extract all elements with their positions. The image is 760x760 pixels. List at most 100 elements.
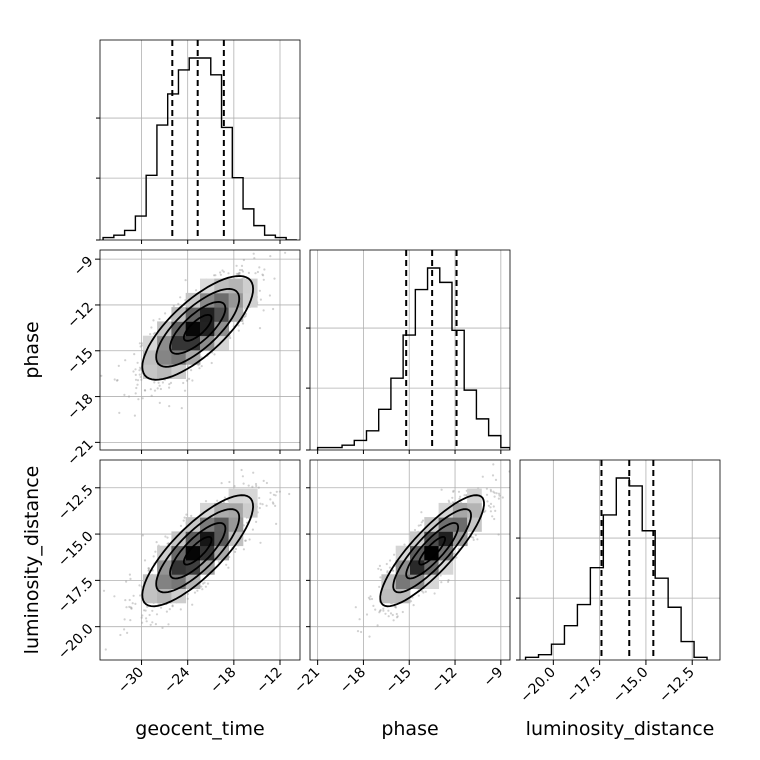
density-cell [142, 364, 158, 379]
scatter-point [498, 494, 501, 497]
scatter-point [489, 488, 492, 491]
scatter-point [257, 486, 260, 489]
contour-level-2 [169, 300, 227, 355]
scatter-point [392, 619, 395, 622]
scatter-point [238, 273, 241, 276]
density-cell [171, 560, 187, 575]
x-tick-label: −18 [207, 664, 239, 696]
scatter-point [392, 569, 395, 572]
scatter-point [368, 598, 371, 601]
scatter-point [159, 387, 162, 391]
scatter-point [489, 510, 492, 513]
contour-level-1 [418, 536, 446, 566]
scatter-point [150, 394, 153, 397]
density-cell [157, 321, 172, 337]
density-cell [157, 350, 172, 365]
scatter-point [214, 274, 217, 277]
scatter-point [262, 479, 265, 482]
scatter-point [242, 322, 245, 325]
scatter-point [213, 353, 216, 356]
scatter-point [158, 401, 161, 404]
scatter-point [157, 381, 160, 384]
scatter-point [147, 567, 150, 570]
density-content [310, 460, 544, 660]
scatter-point [386, 570, 389, 573]
scatter-point [128, 598, 131, 602]
scatter-point [179, 524, 183, 528]
y-tick-label: −15.0 [55, 528, 97, 570]
scatter-point [367, 596, 370, 599]
scatter-point [123, 618, 126, 621]
scatter-point [145, 617, 148, 620]
scatter-point [168, 608, 171, 611]
scatter-point [542, 462, 544, 464]
density-cells [142, 488, 258, 604]
scatter-point [269, 255, 272, 258]
scatter-point [382, 609, 385, 612]
scatter-point [358, 618, 361, 621]
scatter-point [241, 270, 245, 273]
scatter-point [138, 369, 141, 372]
density-cell [214, 517, 229, 532]
scatter-point [138, 584, 141, 587]
scatter-point [117, 364, 120, 367]
scatter-point [171, 604, 174, 607]
scatter-point [128, 605, 131, 609]
scatter-point [261, 273, 264, 276]
scatter-point [237, 324, 240, 327]
scatter-point [497, 497, 500, 500]
scatter-point [130, 606, 133, 610]
scatter-point [191, 379, 194, 382]
scatter-point [238, 268, 242, 272]
y-tick-label: −18 [64, 391, 96, 423]
scatter-point [200, 356, 203, 359]
y-tick-label: −17.5 [55, 575, 97, 617]
scatter-point [138, 373, 141, 376]
scatter-point [244, 539, 247, 542]
scatter-point [457, 547, 460, 551]
scatter-point [262, 309, 265, 312]
x-axis-label-phase: phase [381, 718, 438, 740]
scatter-point [413, 528, 417, 532]
scatter-point [183, 389, 187, 392]
density-cell [395, 574, 411, 589]
scatter-point [263, 268, 266, 271]
scatter-point [177, 302, 180, 305]
scatter-point [210, 361, 213, 365]
scatter-point [143, 389, 146, 392]
scatter-point [151, 609, 154, 612]
scatter-point [152, 319, 155, 322]
scatter-point [388, 566, 392, 569]
scatter-point [143, 559, 147, 562]
scatter-point [152, 332, 155, 335]
scatter-point [288, 492, 291, 496]
scatter-point [278, 490, 281, 493]
histogram-grid [100, 40, 300, 240]
scatter-point [272, 307, 275, 311]
scatter-point [240, 264, 244, 267]
density-cell [185, 321, 201, 337]
scatter-point [161, 626, 164, 630]
scatter-point [140, 616, 143, 619]
scatter-point [152, 555, 155, 558]
scatter-point [492, 490, 495, 493]
scatter-point [220, 482, 223, 485]
scatter-point [255, 484, 258, 488]
scatter-point [206, 582, 210, 585]
scatter-point [216, 499, 219, 502]
scatter-point [481, 475, 484, 478]
scatter-point [393, 553, 396, 556]
scatter-point [140, 585, 144, 588]
scatter-point [141, 614, 144, 617]
density-cell [171, 307, 187, 322]
scatter-point [160, 606, 163, 609]
scatter-point [275, 522, 278, 526]
scatter-point [233, 485, 236, 488]
scatter-point [387, 609, 390, 612]
scatter-point [165, 610, 168, 613]
y-tick-label: −20.0 [55, 621, 97, 663]
scatter-point [154, 623, 157, 626]
scatter-point [378, 611, 381, 614]
scatter-point [419, 524, 422, 527]
scatter-point [124, 359, 127, 362]
